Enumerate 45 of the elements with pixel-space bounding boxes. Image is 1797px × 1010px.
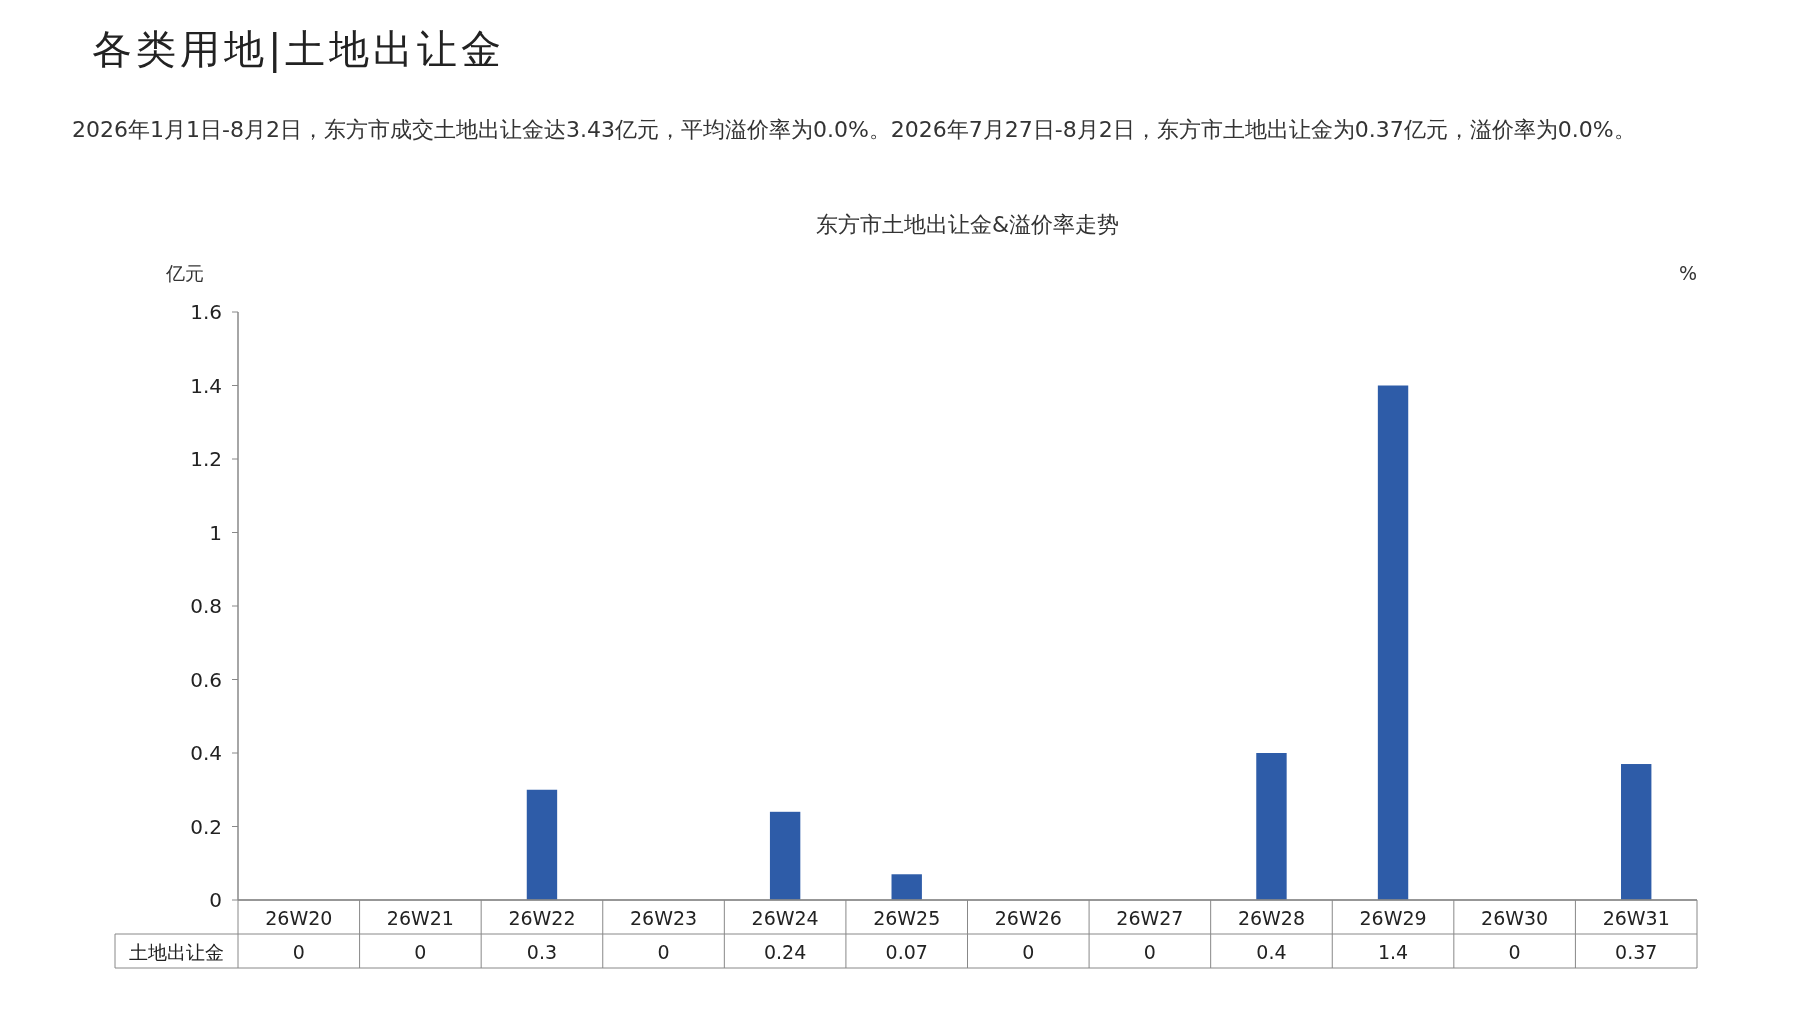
bar xyxy=(769,811,801,900)
x-tick-label: 26W26 xyxy=(994,907,1062,929)
data-label: 0 xyxy=(657,941,670,963)
bar xyxy=(891,874,922,900)
data-label: 0 xyxy=(1022,941,1035,963)
x-tick-label: 26W27 xyxy=(1116,907,1184,929)
data-label: 0 xyxy=(1508,941,1521,963)
data-label: 1.4 xyxy=(1377,941,1409,963)
y-tick-label: 0.2 xyxy=(190,814,222,839)
bar xyxy=(1256,753,1287,900)
x-tick-label: 26W23 xyxy=(629,907,698,929)
x-tick-label: 26W21 xyxy=(386,907,454,929)
bar xyxy=(1377,385,1409,900)
x-tick-label: 26W31 xyxy=(1602,907,1670,929)
bar xyxy=(526,789,558,900)
x-tick-label: 26W24 xyxy=(751,907,819,929)
text: 土地出让金 xyxy=(129,941,224,963)
x-tick-label: 26W25 xyxy=(873,907,941,929)
y-tick-label: 0.4 xyxy=(190,741,222,765)
y-tick-label: 0.6 xyxy=(190,667,222,692)
x-tick-label: 26W20 xyxy=(265,907,333,929)
y-tick-label: 1 xyxy=(209,520,222,545)
data-label: 0 xyxy=(292,941,305,963)
data-label: 0.4 xyxy=(1256,941,1287,963)
y-tick-label: 0 xyxy=(209,888,222,912)
y-tick-label: 1.6 xyxy=(190,300,222,324)
data-label: 0.3 xyxy=(526,941,558,963)
x-tick-label: 26W30 xyxy=(1481,907,1549,929)
y2-axis-title: % xyxy=(1678,262,1698,284)
data-label: 0.37 xyxy=(1615,941,1658,963)
y-axis-title: 亿元 xyxy=(165,262,204,284)
chart-title: 东方市土地出让金&溢价率走势 xyxy=(815,212,1120,237)
bar xyxy=(1621,764,1652,900)
y-tick-label: 1.4 xyxy=(190,373,222,398)
x-tick-label: 26W28 xyxy=(1237,907,1306,929)
chart-subtitle: 2026年1月1日-8月2日，东方市成交土地出让金达3.43亿元，平均溢价率为0.0%。2026年7月27日-8月2日，东方市土地出让金为0.37亿元，溢价率为0.0%。 xyxy=(72,116,1637,144)
y-tick-label: 0.8 xyxy=(190,594,222,618)
data-label: 0.07 xyxy=(885,941,928,963)
y-tick-label: 1.2 xyxy=(190,447,222,471)
text: 各类用地|土地出让金 xyxy=(92,25,506,75)
x-tick-label: 26W22 xyxy=(508,907,576,929)
data-label: 0.24 xyxy=(763,941,807,963)
x-tick-label: 26W29 xyxy=(1359,907,1427,929)
data-label: 0 xyxy=(1143,941,1156,963)
data-label: 0 xyxy=(414,941,427,963)
